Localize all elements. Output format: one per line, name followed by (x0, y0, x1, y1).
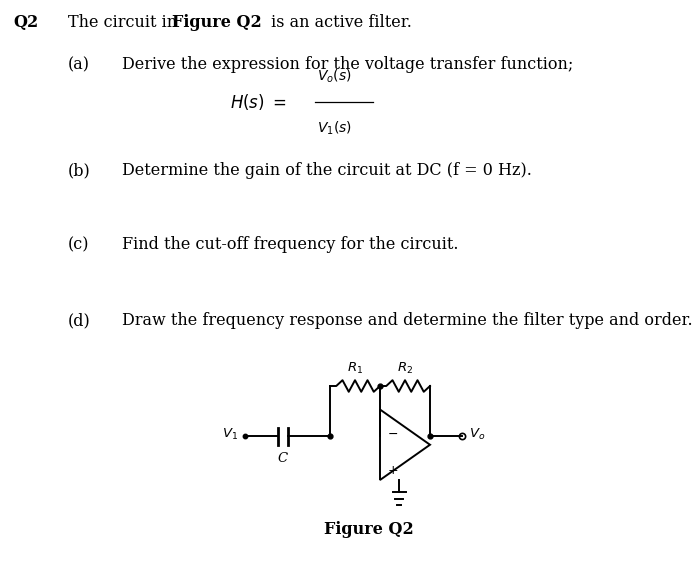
Text: (d): (d) (68, 312, 91, 329)
Text: C: C (278, 452, 288, 466)
Text: Figure Q2: Figure Q2 (323, 522, 414, 538)
Text: $R_1$: $R_1$ (347, 361, 363, 376)
Text: The circuit in: The circuit in (68, 14, 182, 31)
Text: $+$: $+$ (387, 463, 398, 476)
Text: Derive the expression for the voltage transfer function;: Derive the expression for the voltage tr… (122, 56, 573, 73)
Text: Figure Q2: Figure Q2 (172, 14, 261, 31)
Text: $-$: $-$ (387, 426, 398, 440)
Text: (c): (c) (68, 236, 90, 253)
Text: (b): (b) (68, 162, 91, 179)
Text: Q2: Q2 (13, 14, 38, 31)
Text: $V_1$: $V_1$ (222, 426, 238, 441)
Text: $R_2$: $R_2$ (397, 361, 413, 376)
Text: (a): (a) (68, 56, 90, 73)
Text: $V_o$: $V_o$ (469, 426, 485, 441)
Text: $V_1(s)$: $V_1(s)$ (317, 119, 352, 137)
Text: Determine the gain of the circuit at DC (f = 0 Hz).: Determine the gain of the circuit at DC … (122, 162, 532, 179)
Text: $V_o(s)$: $V_o(s)$ (317, 67, 351, 84)
Text: $H(s)\ =$: $H(s)\ =$ (230, 92, 287, 112)
Text: Draw the frequency response and determine the filter type and order.: Draw the frequency response and determin… (122, 312, 692, 329)
Text: is an active filter.: is an active filter. (265, 14, 412, 31)
Text: Find the cut-off frequency for the circuit.: Find the cut-off frequency for the circu… (122, 236, 459, 253)
